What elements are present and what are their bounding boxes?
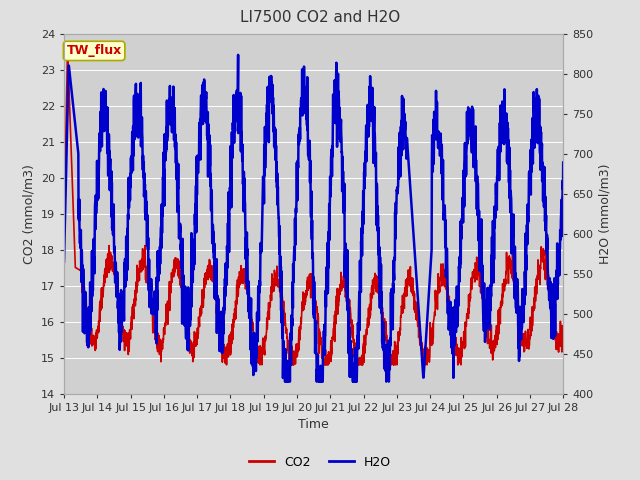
Y-axis label: CO2 (mmol/m3): CO2 (mmol/m3) — [22, 164, 35, 264]
Text: LI7500 CO2 and H2O: LI7500 CO2 and H2O — [240, 10, 400, 24]
Text: TW_flux: TW_flux — [67, 44, 122, 58]
Legend: CO2, H2O: CO2, H2O — [244, 451, 396, 474]
Y-axis label: H2O (mmol/m3): H2O (mmol/m3) — [599, 163, 612, 264]
X-axis label: Time: Time — [298, 418, 329, 431]
